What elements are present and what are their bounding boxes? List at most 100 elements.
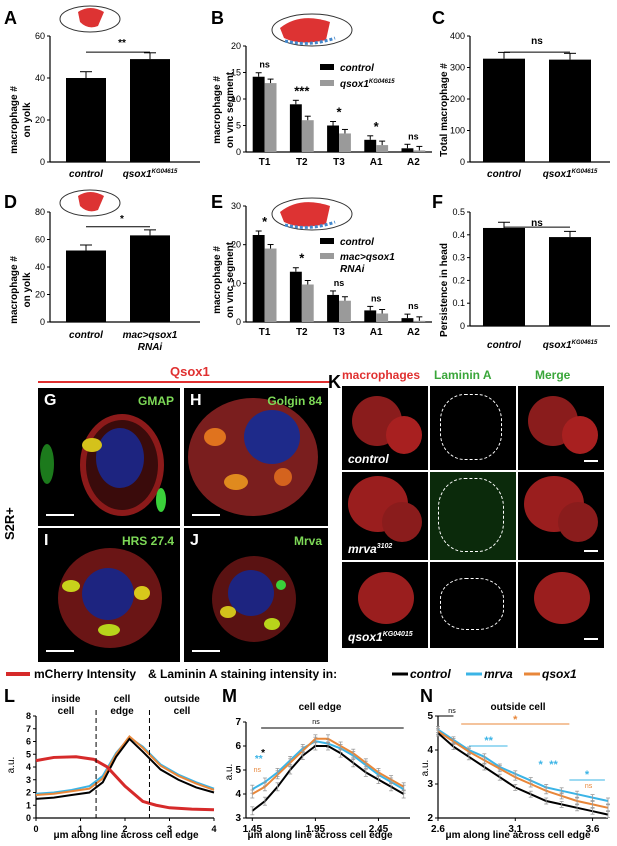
- ylabel-m: a.u.: [224, 764, 235, 781]
- stain-g: GMAP: [138, 394, 174, 408]
- chartN-ytick-label: 5: [427, 711, 433, 722]
- chartF-ytick-label: 0.2: [452, 275, 465, 285]
- chartF-bar: [483, 227, 525, 326]
- chartM-ytick-label: 5: [235, 765, 241, 776]
- chartM-sig-control: *: [261, 748, 265, 759]
- chartA-ytick-label: 60: [35, 31, 45, 41]
- chartB-ytick-label: 20: [231, 41, 241, 51]
- chartF-bar: [549, 237, 591, 326]
- ylabel-f: Persistence in head: [439, 243, 450, 337]
- chartB-bar: [301, 120, 314, 152]
- ylabel-d-1: macrophage #: [9, 256, 20, 324]
- embryo-icon-a: [59, 5, 121, 33]
- chartM-xtick-label: 2.45: [369, 824, 389, 835]
- line-charts-area: mCherry Intensity & Laminin A staining i…: [4, 667, 610, 841]
- chartE-bar: [401, 318, 414, 322]
- chart-m: 3 4 5 6 7 1.45 1.95 2.45 *** ns: [235, 717, 410, 835]
- chartC-ytick-label: 100: [450, 126, 465, 136]
- chartL-line-qsox1: [35, 734, 215, 797]
- chartF-ytick-label: 0.5: [452, 207, 465, 217]
- embryo-icon-d: [59, 189, 121, 217]
- chartB-bar: [401, 148, 414, 152]
- chartC-bar: [483, 58, 525, 162]
- s2r-label: S2R+: [2, 507, 17, 540]
- k-mrva-merge: [518, 472, 604, 560]
- ylabel-l: a.u.: [6, 757, 17, 774]
- panel-label-d: D: [4, 192, 17, 212]
- chartB-sig: *: [374, 119, 380, 134]
- panel-label-l: L: [4, 686, 15, 706]
- sig-a: **: [118, 38, 126, 49]
- chartN-xtick-label: 3.6: [586, 824, 600, 835]
- chartL-xtick-label: 2: [122, 824, 127, 834]
- chartD-ytick-label: 40: [35, 262, 45, 272]
- chartA-bar: [66, 78, 106, 162]
- xlabel-f-qsox: qsox1KG04615: [543, 340, 598, 351]
- chartB-bar: [364, 139, 377, 152]
- chartB-sig: ***: [294, 83, 310, 98]
- chartE-xtick-label: T2: [296, 327, 308, 338]
- chartL-ytick-label: 0: [26, 813, 31, 823]
- embryo-icon-e: [271, 197, 353, 231]
- chartN-line-control: [437, 732, 609, 816]
- chartF-ytick-label: 0.4: [452, 230, 465, 240]
- scale-bar-h: [192, 514, 220, 516]
- k-row-mrva: mrva3102: [348, 542, 393, 556]
- chartN-sig-mrva-1: **: [484, 735, 493, 747]
- ylabel-c: Total macrophage #: [439, 63, 450, 157]
- xlabel-a-control: control: [69, 169, 103, 180]
- sig-f: ns: [531, 218, 543, 229]
- chartE-xtick-label: A2: [407, 327, 420, 338]
- chartB-ytick-label: 0: [236, 147, 241, 157]
- legend-b-qsox-swatch: [320, 80, 334, 86]
- xlabel-c-control: control: [487, 169, 521, 180]
- title-m: cell edge: [299, 702, 342, 713]
- chartB-bar: [252, 76, 265, 152]
- micrograph-h: H Golgin 84: [184, 388, 328, 526]
- chart-d: 0 20 40 60 80: [35, 207, 200, 327]
- chartN-sig-ns: ns: [585, 783, 593, 790]
- region-inside: inside: [52, 694, 81, 705]
- qsox1-header-line: [38, 381, 330, 383]
- chartB-xtick-label: T2: [296, 157, 308, 168]
- legend-mrva: mrva: [484, 667, 513, 681]
- chart-l: 0 1 2 3 4 5 6 7 8 0 1 2 3 4: [26, 710, 217, 834]
- chartN-line-mrva: [437, 728, 609, 802]
- ylabel-d-2: on yolk: [22, 272, 33, 307]
- k-control-red: control: [342, 386, 428, 470]
- chartE-xtick-label: T3: [333, 327, 345, 338]
- legend-e-control: control: [340, 237, 374, 248]
- chartM-ytick-label: 4: [235, 789, 241, 800]
- panel-label-a: A: [4, 8, 17, 28]
- micrograph-g: G GMAP: [38, 388, 180, 526]
- chartD-ytick-label: 20: [35, 290, 45, 300]
- chartD-bar: [66, 250, 106, 322]
- chartE-bar: [301, 284, 314, 322]
- legend-e-mac: mac>qsox1: [340, 252, 395, 263]
- chartA-bar: [130, 59, 170, 162]
- chartE-bar: [376, 313, 389, 322]
- region-edge-2: edge: [110, 706, 134, 717]
- chartD-ytick-label: 80: [35, 207, 45, 217]
- chartB-sig: *: [336, 105, 342, 120]
- chartM-sig-qsox1: ns: [254, 767, 262, 774]
- panel-label-e: E: [211, 192, 223, 212]
- region-outside-2: cell: [174, 706, 191, 717]
- k-col-merge: Merge: [535, 368, 571, 382]
- chartE-bar: [327, 294, 339, 322]
- chartB-sig: ns: [259, 60, 270, 70]
- stain-h: Golgin 84: [267, 394, 322, 408]
- xlabel-m: μm along line across cell edge: [247, 830, 392, 841]
- legend-e-rnai: RNAi: [340, 264, 365, 275]
- xlabel-d-mac: mac>qsox1: [123, 330, 178, 341]
- chartF-ytick-label: 0.1: [452, 298, 465, 308]
- panel-label-h: H: [190, 392, 202, 409]
- legend-laminin: & Laminin A staining intensity in:: [148, 667, 337, 681]
- chartE-ytick-label: 0: [236, 317, 241, 327]
- legend-e-control-swatch: [320, 238, 334, 244]
- chartA-ytick-label: 40: [35, 73, 45, 83]
- k-row-control: control: [348, 452, 389, 466]
- sig-c: ns: [531, 36, 543, 47]
